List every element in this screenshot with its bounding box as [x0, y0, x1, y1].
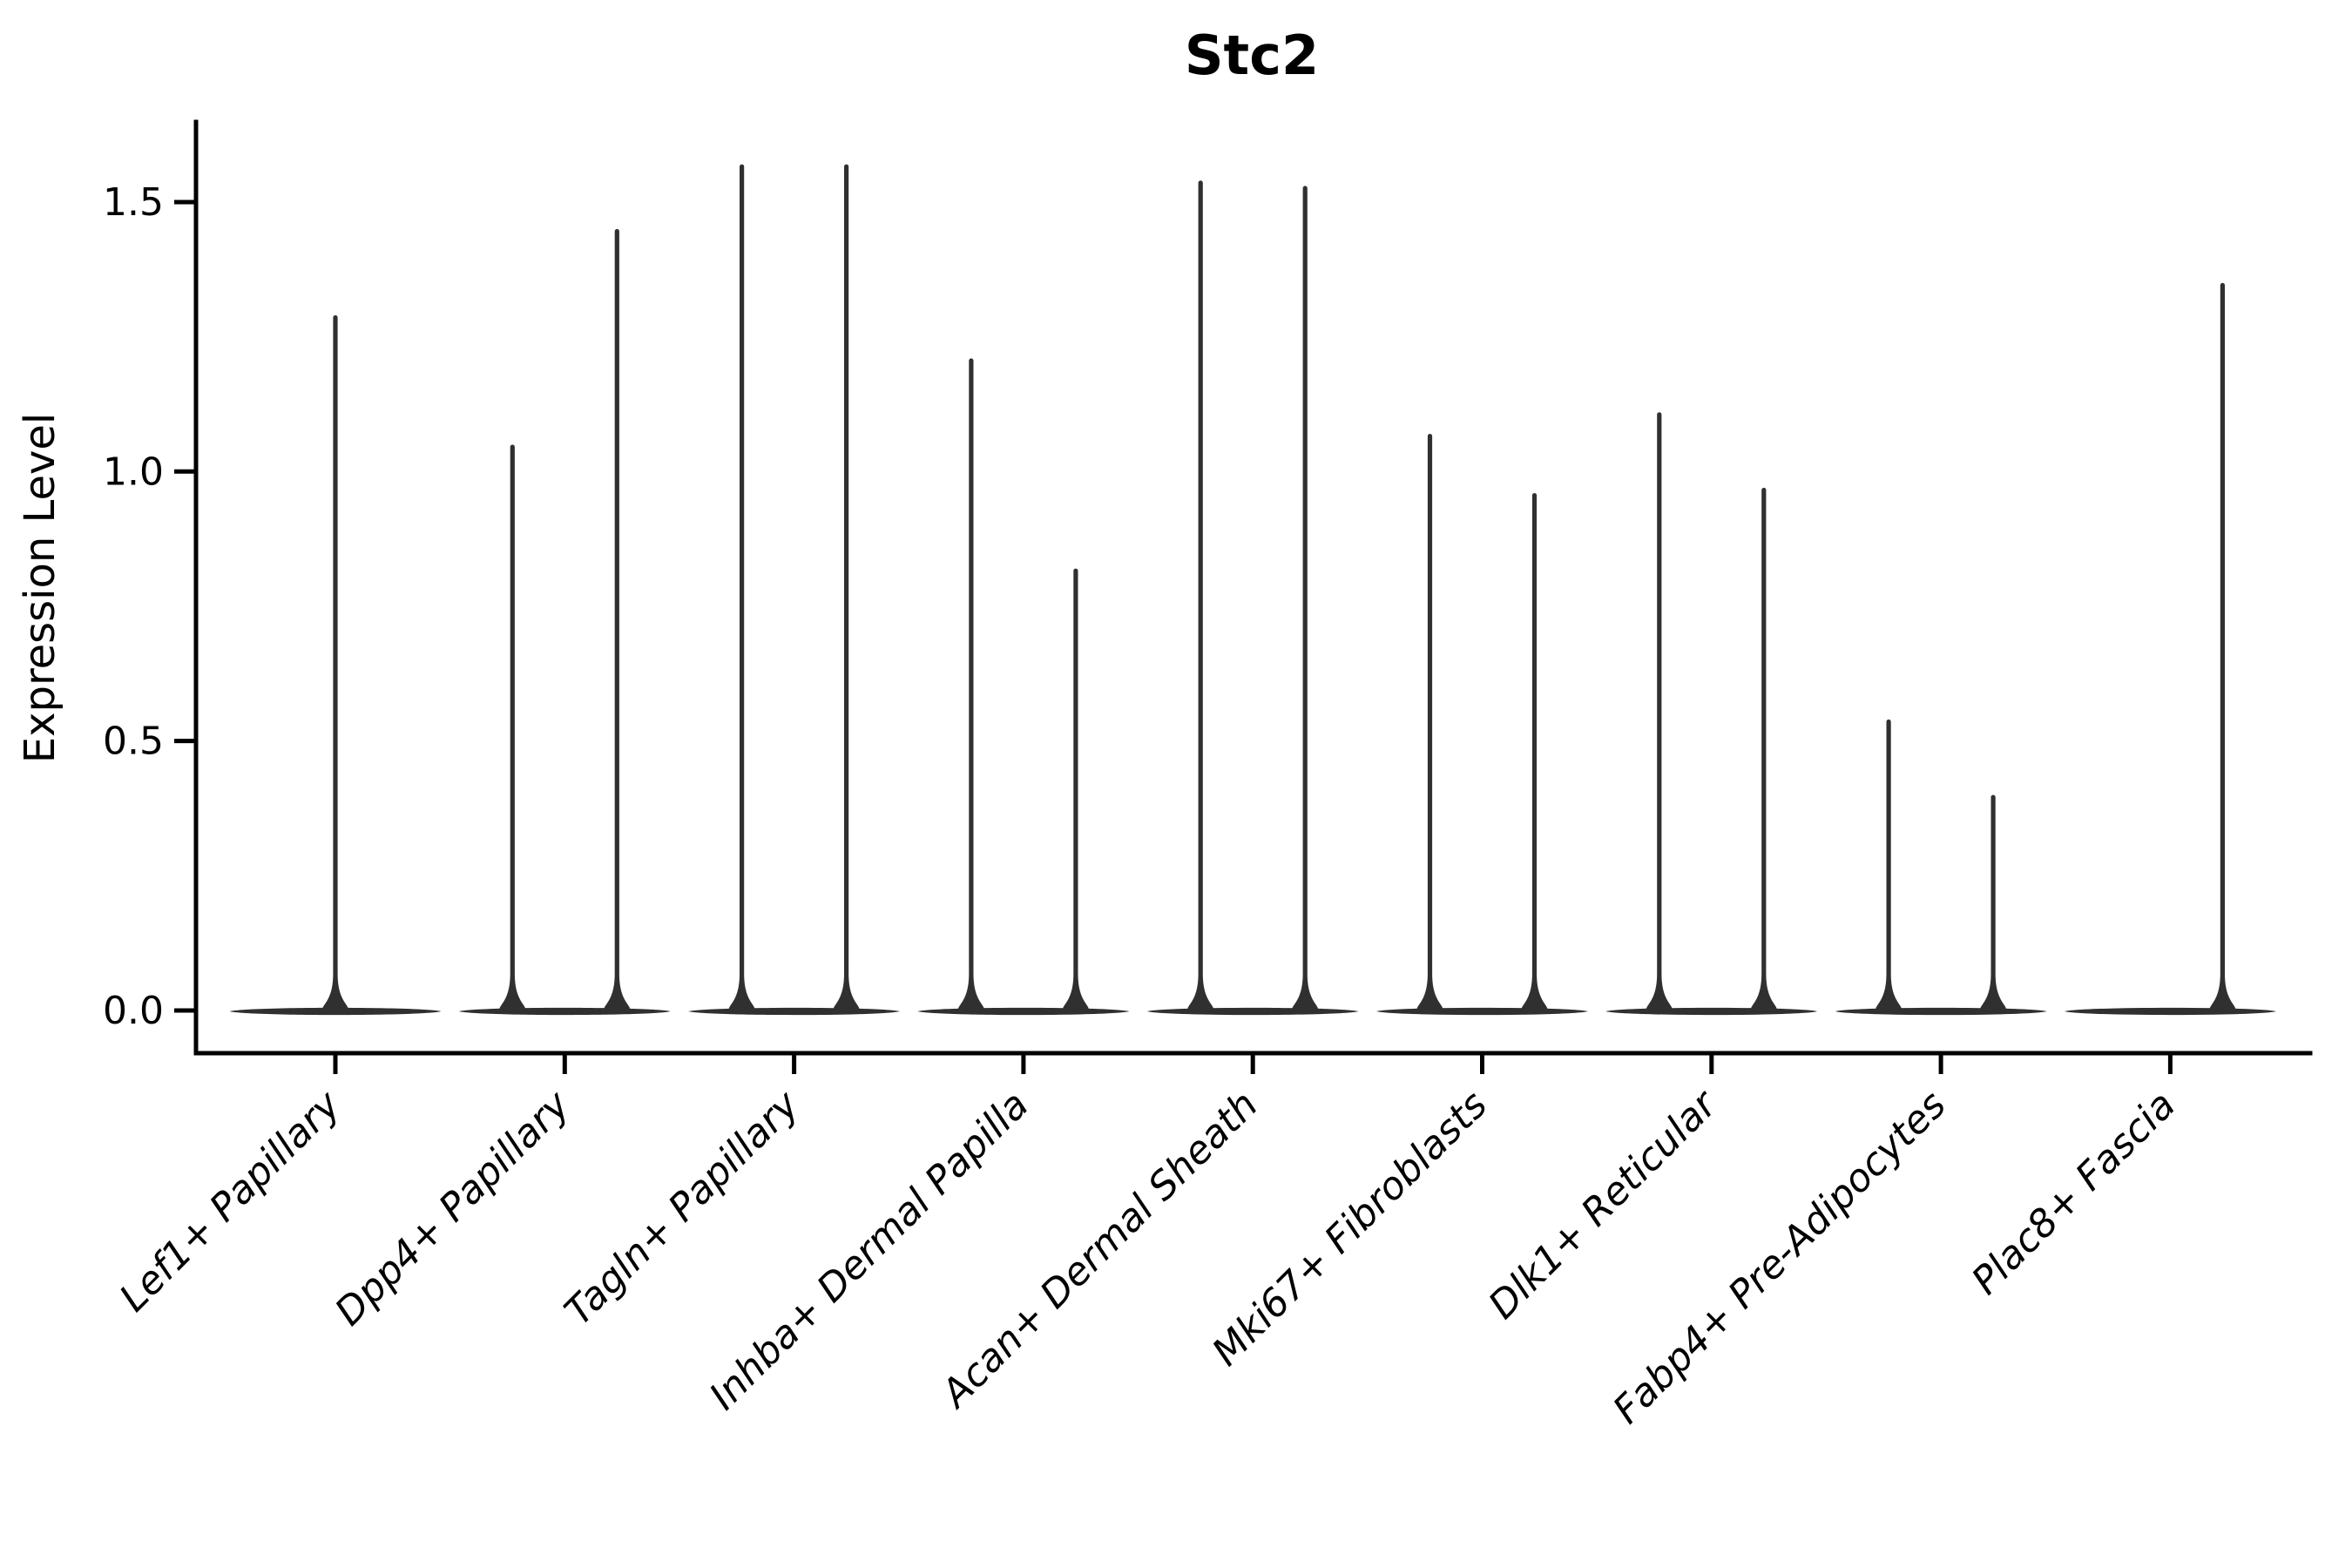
violin-density-spike [1521, 493, 1548, 1010]
violin-density-spike [1980, 794, 2007, 1010]
violin-density-spike [499, 444, 526, 1010]
violin-density-spike [1187, 180, 1214, 1010]
y-tick-label: 0.5 [103, 720, 164, 764]
violin-density-spike [957, 358, 984, 1010]
violin-density-spike [1750, 487, 1777, 1010]
y-tick-label: 1.5 [103, 180, 164, 225]
plot-title: Stc2 [1185, 24, 1319, 87]
violin-layer [229, 164, 2276, 1016]
violin-density-spike [1876, 719, 1903, 1010]
violin-density-spike [728, 164, 755, 1010]
violin-density-spike [833, 164, 860, 1010]
violin-density-spike [1646, 412, 1673, 1010]
violin-density-spike [2209, 282, 2236, 1010]
y-tick-label: 0.0 [103, 989, 164, 1033]
y-tick-label: 1.0 [103, 449, 164, 494]
violin-density-spike [604, 228, 631, 1010]
violin-density-spike [322, 314, 348, 1010]
violin-density-spike [1062, 568, 1089, 1010]
violin-base [229, 1007, 442, 1016]
y-axis-label: Expression Level [16, 413, 64, 764]
violin-density-spike [1292, 186, 1319, 1010]
violin-density-spike [1416, 434, 1443, 1010]
